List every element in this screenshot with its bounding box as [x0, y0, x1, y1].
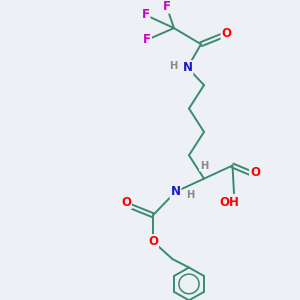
Text: F: F — [163, 0, 170, 13]
Text: O: O — [221, 28, 232, 40]
Text: H: H — [200, 160, 208, 170]
Text: O: O — [148, 235, 158, 248]
Text: N: N — [182, 61, 193, 74]
Text: N: N — [170, 185, 181, 198]
Text: H: H — [186, 190, 195, 200]
Text: O: O — [250, 166, 260, 179]
Text: O: O — [121, 196, 131, 208]
Text: F: F — [142, 8, 149, 22]
Text: H: H — [169, 61, 177, 71]
Text: OH: OH — [220, 196, 239, 208]
Text: F: F — [143, 33, 151, 46]
